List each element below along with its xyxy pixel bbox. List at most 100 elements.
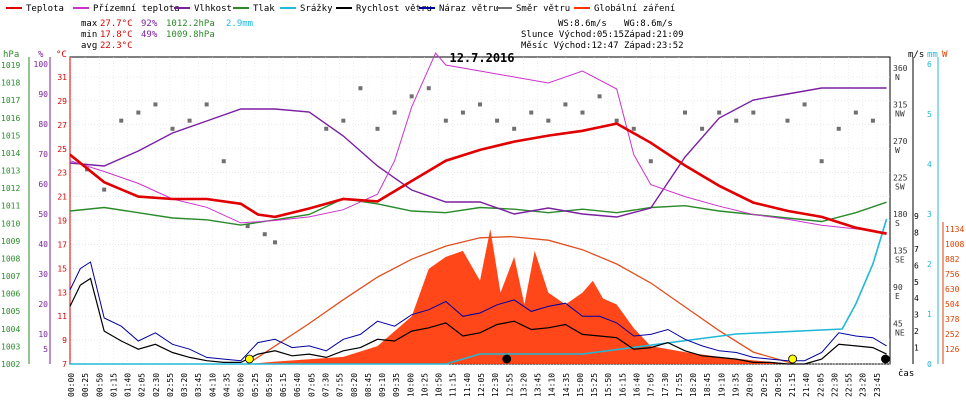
x-tick-50: 20:50 (774, 373, 783, 397)
hpa-tick-1: 1003 (1, 342, 20, 351)
info-ws: WS:8.6m/s (558, 19, 607, 29)
w-tick-4: 630 (945, 285, 960, 294)
wind-direction-point-15 (375, 126, 380, 131)
wind-direction-point-36 (751, 110, 756, 115)
grid (70, 57, 890, 365)
w-tick-6: 882 (945, 255, 960, 264)
info-block: WS:8.6m/s WG:8.6m/s Slunce Východ:05:15 … (521, 19, 684, 51)
dir-tick-2: 135 (893, 247, 908, 256)
x-tick-23: 09:35 (392, 373, 401, 397)
legend-label-0: Teplota (26, 4, 64, 14)
legend-label-2: Vlhkost (194, 4, 232, 14)
legend-label-4: Srážky (300, 4, 333, 14)
hpa-tick-11: 1013 (1, 167, 20, 176)
x-tick-2: 00:50 (95, 373, 104, 397)
temperature-line (69, 122, 887, 235)
x-tick-34: 14:10 (548, 373, 557, 397)
x-tick-31: 12:55 (505, 373, 514, 397)
mm-tick-3: 3 (927, 210, 932, 219)
moonset-marker (881, 354, 890, 364)
x-tick-19: 07:55 (336, 373, 345, 397)
x-tick-56: 23:20 (859, 373, 868, 397)
wind-direction-point-23 (512, 126, 517, 131)
wind-direction-point-42 (870, 118, 875, 123)
wind-direction-point-32 (683, 110, 687, 115)
stat-max-label: max (81, 19, 98, 29)
unit-degc: °C (56, 50, 67, 60)
dir-tick-name-5: W (895, 146, 900, 155)
hpa-tick-9: 1011 (1, 202, 20, 211)
x-tick-1: 00:25 (81, 373, 90, 397)
legend-label-1: Přízemní teplota (93, 4, 180, 14)
info-moonrise: Měsíc Východ:12:47 (521, 41, 619, 51)
x-tick-44: 18:20 (689, 373, 698, 397)
dir-tick-name-1: E (895, 292, 900, 301)
x-tick-46: 19:10 (717, 373, 726, 397)
wind-direction-point-38 (802, 102, 807, 107)
wind-direction-point-9 (245, 224, 250, 229)
wind-direction-point-13 (341, 118, 346, 123)
moonrise-marker (502, 354, 512, 364)
solar-radiation-area (70, 229, 887, 364)
hpa-tick-3: 1005 (1, 307, 20, 316)
x-tick-17: 07:05 (307, 373, 316, 397)
wind-direction-point-33 (700, 126, 705, 131)
x-tick-13: 05:25 (251, 373, 260, 397)
temp-tick-8: 23 (57, 169, 67, 178)
legend-label-6: Náraz větru (439, 4, 499, 14)
stats-block: max 27.7°C 92% 1012.2hPa 2.9mm min 17.8°… (81, 19, 253, 51)
wind-direction-point-4 (153, 102, 158, 107)
wind-direction-point-19 (443, 118, 448, 123)
wind-direction-layer (85, 86, 875, 245)
x-tick-41: 17:05 (647, 373, 656, 397)
x-tick-21: 08:45 (364, 373, 373, 397)
pct-tick-13: 70 (38, 150, 48, 159)
x-tick-42: 17:30 (661, 373, 670, 397)
x-tick-20: 08:20 (350, 373, 359, 397)
wind-direction-point-39 (819, 159, 824, 164)
x-tick-40: 16:40 (633, 373, 642, 397)
temp-tick-5: 17 (57, 240, 67, 249)
x-tick-38: 15:50 (604, 373, 613, 397)
dir-tick-name-6: NW (895, 110, 905, 119)
sunset-marker (788, 354, 798, 364)
info-sunrise: Slunce Východ:05:15 (521, 30, 624, 40)
hpa-tick-16: 1018 (1, 79, 20, 88)
ms-tick-4: 5 (914, 278, 919, 287)
x-tick-28: 11:40 (463, 373, 472, 397)
x-tick-51: 21:15 (788, 373, 797, 397)
hpa-tick-13: 1015 (1, 131, 20, 140)
temp-tick-4: 15 (57, 264, 67, 273)
x-tick-0: 00:00 (67, 373, 76, 397)
wind-direction-point-7 (204, 102, 209, 107)
x-tick-45: 18:45 (703, 373, 712, 397)
x-tick-52: 21:40 (802, 373, 811, 397)
dir-tick-0: 45 (893, 320, 903, 329)
hpa-tick-12: 1014 (1, 149, 20, 158)
ms-tick-0: 1 (914, 344, 919, 353)
series-lines (69, 52, 888, 365)
x-tick-53: 22:05 (816, 373, 825, 397)
wind-direction-point-24 (529, 110, 534, 115)
x-axis: 00:00 00:25 00:50 01:15 01:40 02:05 02:30 02:55… (67, 373, 882, 397)
unit-ms: m/s (908, 50, 924, 60)
hpa-tick-8: 1010 (1, 219, 20, 228)
hpa-tick-17: 1019 (1, 61, 20, 70)
x-tick-39: 16:15 (618, 373, 627, 397)
pct-tick-19: 100 (34, 60, 49, 69)
mm-tick-5: 5 (927, 110, 932, 119)
temp-tick-2: 11 (57, 312, 67, 321)
wind-direction-point-30 (631, 126, 636, 131)
wind-direction-point-6 (187, 118, 192, 123)
x-tick-3: 01:15 (109, 373, 118, 397)
x-tick-15: 06:15 (279, 373, 288, 397)
humidity-line (69, 87, 887, 218)
x-tick-55: 22:55 (845, 373, 854, 397)
chart-title: 12.7.2016 (449, 51, 514, 65)
wind-direction-point-22 (495, 118, 500, 123)
wind-direction-point-10 (262, 232, 267, 237)
left-axes: 1002100310041005100610071008100910101011… (1, 57, 71, 369)
dir-tick-name-0: NE (895, 329, 905, 338)
mm-tick-4: 4 (927, 160, 932, 169)
info-moonset: Západ:23:52 (624, 41, 684, 51)
